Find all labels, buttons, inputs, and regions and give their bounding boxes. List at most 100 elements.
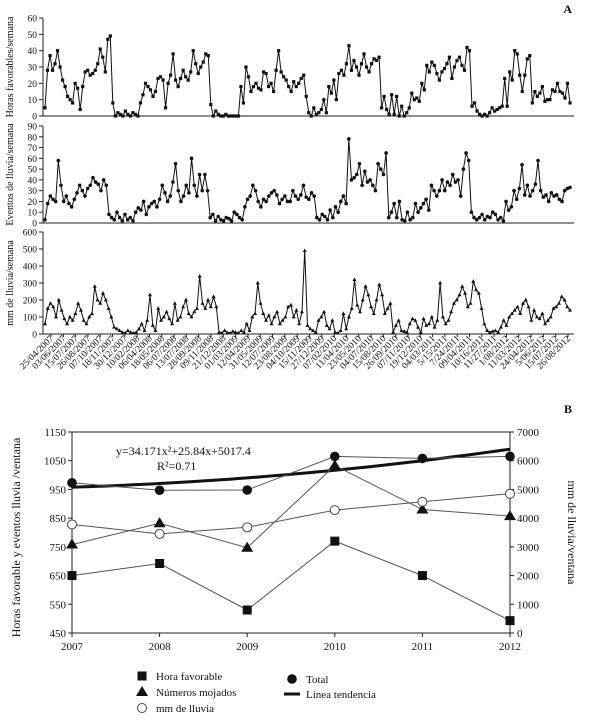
legend-label: Números mojados bbox=[156, 687, 236, 699]
data-point bbox=[161, 314, 166, 319]
data-point bbox=[514, 197, 519, 202]
data-point bbox=[201, 60, 205, 64]
data-point bbox=[283, 314, 288, 319]
data-point bbox=[73, 311, 78, 315]
data-point bbox=[450, 76, 454, 81]
data-point bbox=[184, 183, 189, 188]
data-point bbox=[382, 311, 387, 315]
data-point bbox=[482, 112, 487, 116]
series-line bbox=[44, 250, 571, 334]
data-point bbox=[84, 321, 89, 326]
data-point bbox=[464, 151, 468, 155]
data-point bbox=[186, 78, 190, 82]
y-tick-label: 20 bbox=[28, 198, 38, 208]
data-point bbox=[416, 325, 421, 329]
data-point bbox=[504, 199, 508, 204]
data-point bbox=[523, 297, 528, 302]
data-point bbox=[352, 277, 357, 281]
legend-swatch bbox=[287, 674, 297, 684]
data-point bbox=[493, 212, 498, 217]
y-tick-label: 100 bbox=[23, 314, 38, 324]
data-point bbox=[362, 52, 366, 56]
data-point bbox=[115, 210, 119, 215]
data-point bbox=[59, 308, 64, 312]
data-point bbox=[123, 330, 128, 335]
data-point bbox=[421, 316, 426, 321]
data-point bbox=[314, 112, 318, 116]
data-point bbox=[187, 191, 191, 195]
data-point bbox=[376, 161, 380, 166]
data-point bbox=[214, 109, 218, 113]
data-point bbox=[64, 194, 69, 198]
series-line bbox=[44, 138, 571, 222]
data-point bbox=[133, 112, 138, 116]
data-point bbox=[372, 57, 376, 61]
y-tick-label: 1050 bbox=[44, 456, 67, 468]
data-point bbox=[426, 208, 431, 212]
data-point bbox=[320, 212, 324, 217]
data-point bbox=[538, 188, 543, 193]
data-point bbox=[505, 488, 515, 499]
data-point bbox=[275, 193, 279, 197]
y-axis-title: Eventos de lluvia/semana bbox=[5, 123, 16, 226]
data-point bbox=[203, 306, 208, 310]
data-point bbox=[108, 34, 112, 38]
data-point bbox=[77, 183, 82, 188]
data-point bbox=[219, 114, 223, 118]
data-point bbox=[236, 114, 241, 118]
data-point bbox=[225, 330, 230, 335]
data-point bbox=[136, 114, 140, 118]
data-point bbox=[249, 89, 253, 94]
data-point bbox=[490, 106, 494, 110]
data-point bbox=[410, 316, 415, 321]
y-tick-label: 300 bbox=[23, 280, 38, 290]
data-point bbox=[144, 212, 149, 217]
data-point bbox=[450, 172, 455, 177]
data-point bbox=[440, 178, 444, 182]
data-point bbox=[505, 451, 515, 462]
data-point bbox=[355, 172, 359, 177]
data-point bbox=[111, 101, 115, 105]
data-point bbox=[429, 183, 434, 188]
data-point bbox=[161, 78, 165, 82]
data-point bbox=[279, 70, 283, 74]
data-point bbox=[374, 297, 379, 302]
data-point bbox=[248, 194, 253, 198]
data-point bbox=[438, 280, 443, 285]
data-point bbox=[534, 314, 539, 319]
data-point bbox=[128, 215, 133, 220]
data-point bbox=[78, 308, 83, 312]
data-point bbox=[156, 306, 161, 310]
data-point bbox=[194, 62, 198, 66]
data-point bbox=[236, 330, 241, 335]
data-point bbox=[425, 63, 429, 67]
y-tick-label: 50 bbox=[28, 31, 38, 41]
data-point bbox=[228, 330, 233, 335]
data-point bbox=[81, 85, 85, 89]
data-point bbox=[521, 301, 526, 305]
data-point bbox=[313, 330, 318, 334]
data-point bbox=[103, 297, 108, 302]
data-point bbox=[113, 114, 117, 118]
data-point bbox=[213, 219, 218, 223]
data-point bbox=[518, 73, 522, 77]
data-point bbox=[195, 194, 199, 198]
data-point bbox=[192, 183, 197, 188]
data-point bbox=[181, 68, 185, 72]
data-point bbox=[568, 185, 572, 190]
data-point bbox=[417, 453, 428, 464]
data-point bbox=[543, 321, 548, 326]
data-point bbox=[241, 541, 254, 552]
data-point bbox=[369, 304, 374, 309]
data-point bbox=[324, 111, 328, 115]
data-point bbox=[399, 328, 404, 332]
y-tick-label: 20 bbox=[28, 80, 38, 90]
data-point bbox=[363, 284, 368, 288]
data-point bbox=[271, 89, 276, 94]
data-point bbox=[329, 91, 333, 95]
data-point bbox=[504, 510, 516, 521]
data-point bbox=[67, 201, 71, 206]
data-point bbox=[174, 78, 178, 82]
data-point bbox=[141, 93, 145, 97]
data-point bbox=[522, 193, 527, 197]
